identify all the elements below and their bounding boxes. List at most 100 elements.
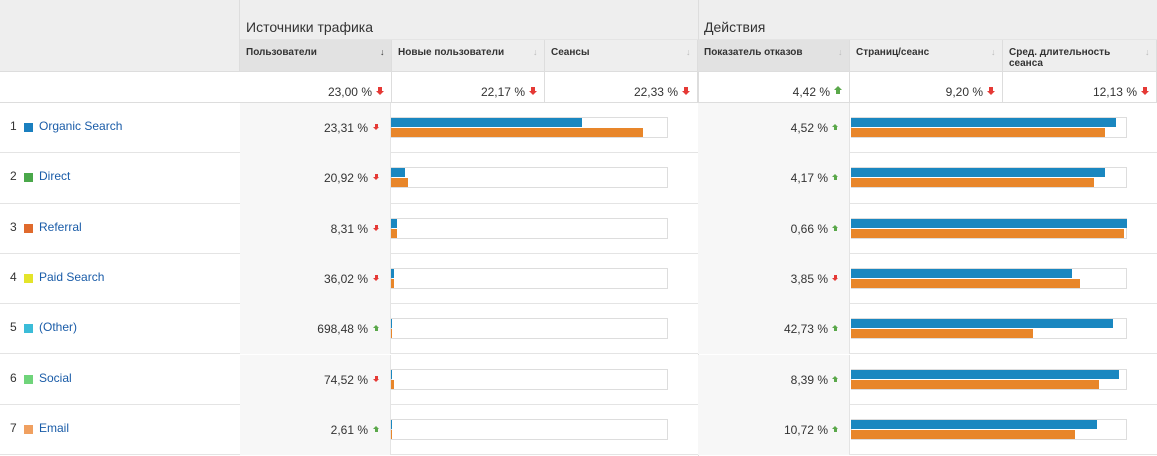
trend-arrow-stem [374, 274, 378, 278]
trend-arrow [373, 325, 379, 329]
bar [851, 419, 1097, 429]
row-value: 2,61 % [330, 422, 368, 437]
row-name[interactable]: Referral [39, 219, 82, 234]
sort-icon: ↓ [991, 47, 996, 57]
bar [851, 278, 1081, 288]
trend-arrow-stem [374, 328, 378, 332]
column-header-bg[interactable] [698, 40, 850, 72]
bar [851, 268, 1072, 278]
bar [391, 228, 397, 238]
row-value: 42,73 % [783, 322, 828, 337]
trend-arrow [373, 425, 379, 429]
trend-arrow [529, 91, 537, 95]
bar [391, 128, 644, 137]
column-header-bg[interactable] [850, 40, 1003, 72]
trend-arrow-stem [531, 87, 535, 91]
column-header-bg[interactable] [240, 40, 392, 72]
row-value: 23,31 % [323, 121, 368, 135]
bar-track [391, 318, 668, 340]
bar [391, 278, 394, 288]
bar [391, 168, 405, 178]
row-bg [0, 254, 1157, 305]
row-swatch [24, 374, 33, 384]
trend-arrow [373, 127, 379, 130]
value-cell-bg [240, 203, 391, 254]
column-header: Показатель отказов [704, 47, 803, 58]
value-cell-bg [698, 404, 850, 456]
value-cell-bg [698, 304, 850, 355]
sort-icon: ↓ [1145, 47, 1150, 57]
row-value: 8,39 % [790, 372, 828, 387]
bar [851, 218, 1127, 228]
value-cell-bg [240, 103, 391, 154]
trend-arrow-stem [374, 375, 378, 379]
trend-arrow [832, 425, 838, 429]
column-header: Новые пользователи [398, 47, 505, 58]
row-swatch [24, 324, 33, 334]
trend-arrow [834, 86, 842, 90]
trend-arrow-stem [378, 87, 382, 91]
totals-bg [0, 72, 1157, 103]
row-index: 5 [10, 320, 17, 335]
row-index: 4 [10, 269, 17, 284]
row-value: 74,52 % [323, 372, 368, 387]
bar [851, 128, 1105, 137]
total-value: 23,00 % [327, 85, 372, 99]
trend-arrow [832, 124, 838, 127]
bar [391, 118, 583, 127]
trend-arrow-stem [684, 87, 688, 91]
value-cell-bg [698, 354, 850, 405]
column-header-bg[interactable] [392, 40, 545, 72]
trend-arrow [376, 91, 384, 95]
row-value: 20,92 % [323, 171, 368, 186]
trend-arrow-stem [836, 90, 840, 94]
value-cell-bg [240, 404, 391, 456]
row-value: 4,52 % [790, 121, 828, 135]
bar [851, 118, 1116, 127]
row-name[interactable]: Direct [39, 169, 71, 184]
row-value: 698,48 % [317, 322, 368, 337]
bar [851, 369, 1119, 379]
row-name[interactable]: Organic Search [39, 119, 123, 133]
totals-cell [392, 72, 545, 103]
bar-track [391, 267, 668, 289]
trend-arrow-stem [989, 87, 993, 91]
totals-cell [545, 72, 698, 103]
value-cell-bg [698, 153, 850, 204]
row-bg [0, 304, 1157, 355]
trend-arrow-stem [374, 224, 378, 228]
column-header-bg[interactable] [545, 40, 698, 72]
trend-arrow [987, 91, 995, 95]
bar-track [391, 418, 668, 440]
trend-arrow-stem [833, 378, 837, 382]
column-header-bg[interactable] [1003, 40, 1157, 72]
row-swatch [24, 273, 33, 283]
value-cell-bg [240, 354, 391, 405]
column-header: Страниц/сеанс [856, 47, 930, 58]
trend-arrow [373, 177, 379, 181]
bar-track [391, 217, 668, 239]
trend-arrow [832, 325, 838, 329]
bar [851, 319, 1114, 329]
bar-track [391, 368, 668, 390]
value-cell-bg [240, 153, 391, 204]
row-name[interactable]: Paid Search [39, 269, 105, 284]
value-cell-bg [698, 203, 850, 254]
trend-arrow [832, 224, 838, 228]
row-name[interactable]: Email [39, 420, 70, 435]
row-name[interactable]: Social [39, 370, 72, 385]
row-name[interactable]: (Other) [39, 320, 78, 335]
bar [391, 218, 397, 228]
column-header: Сеансы [551, 47, 590, 58]
total-value: 4,42 % [792, 85, 830, 99]
trend-arrow-stem [1143, 87, 1147, 91]
row-index: 3 [10, 219, 17, 234]
bar [391, 329, 393, 339]
bar [851, 228, 1125, 238]
trend-arrow [1141, 91, 1149, 95]
row-value: 10,72 % [783, 422, 828, 437]
trend-arrow-stem [833, 227, 837, 231]
total-value: 12,13 % [1092, 85, 1137, 99]
row-bg [0, 355, 1157, 405]
